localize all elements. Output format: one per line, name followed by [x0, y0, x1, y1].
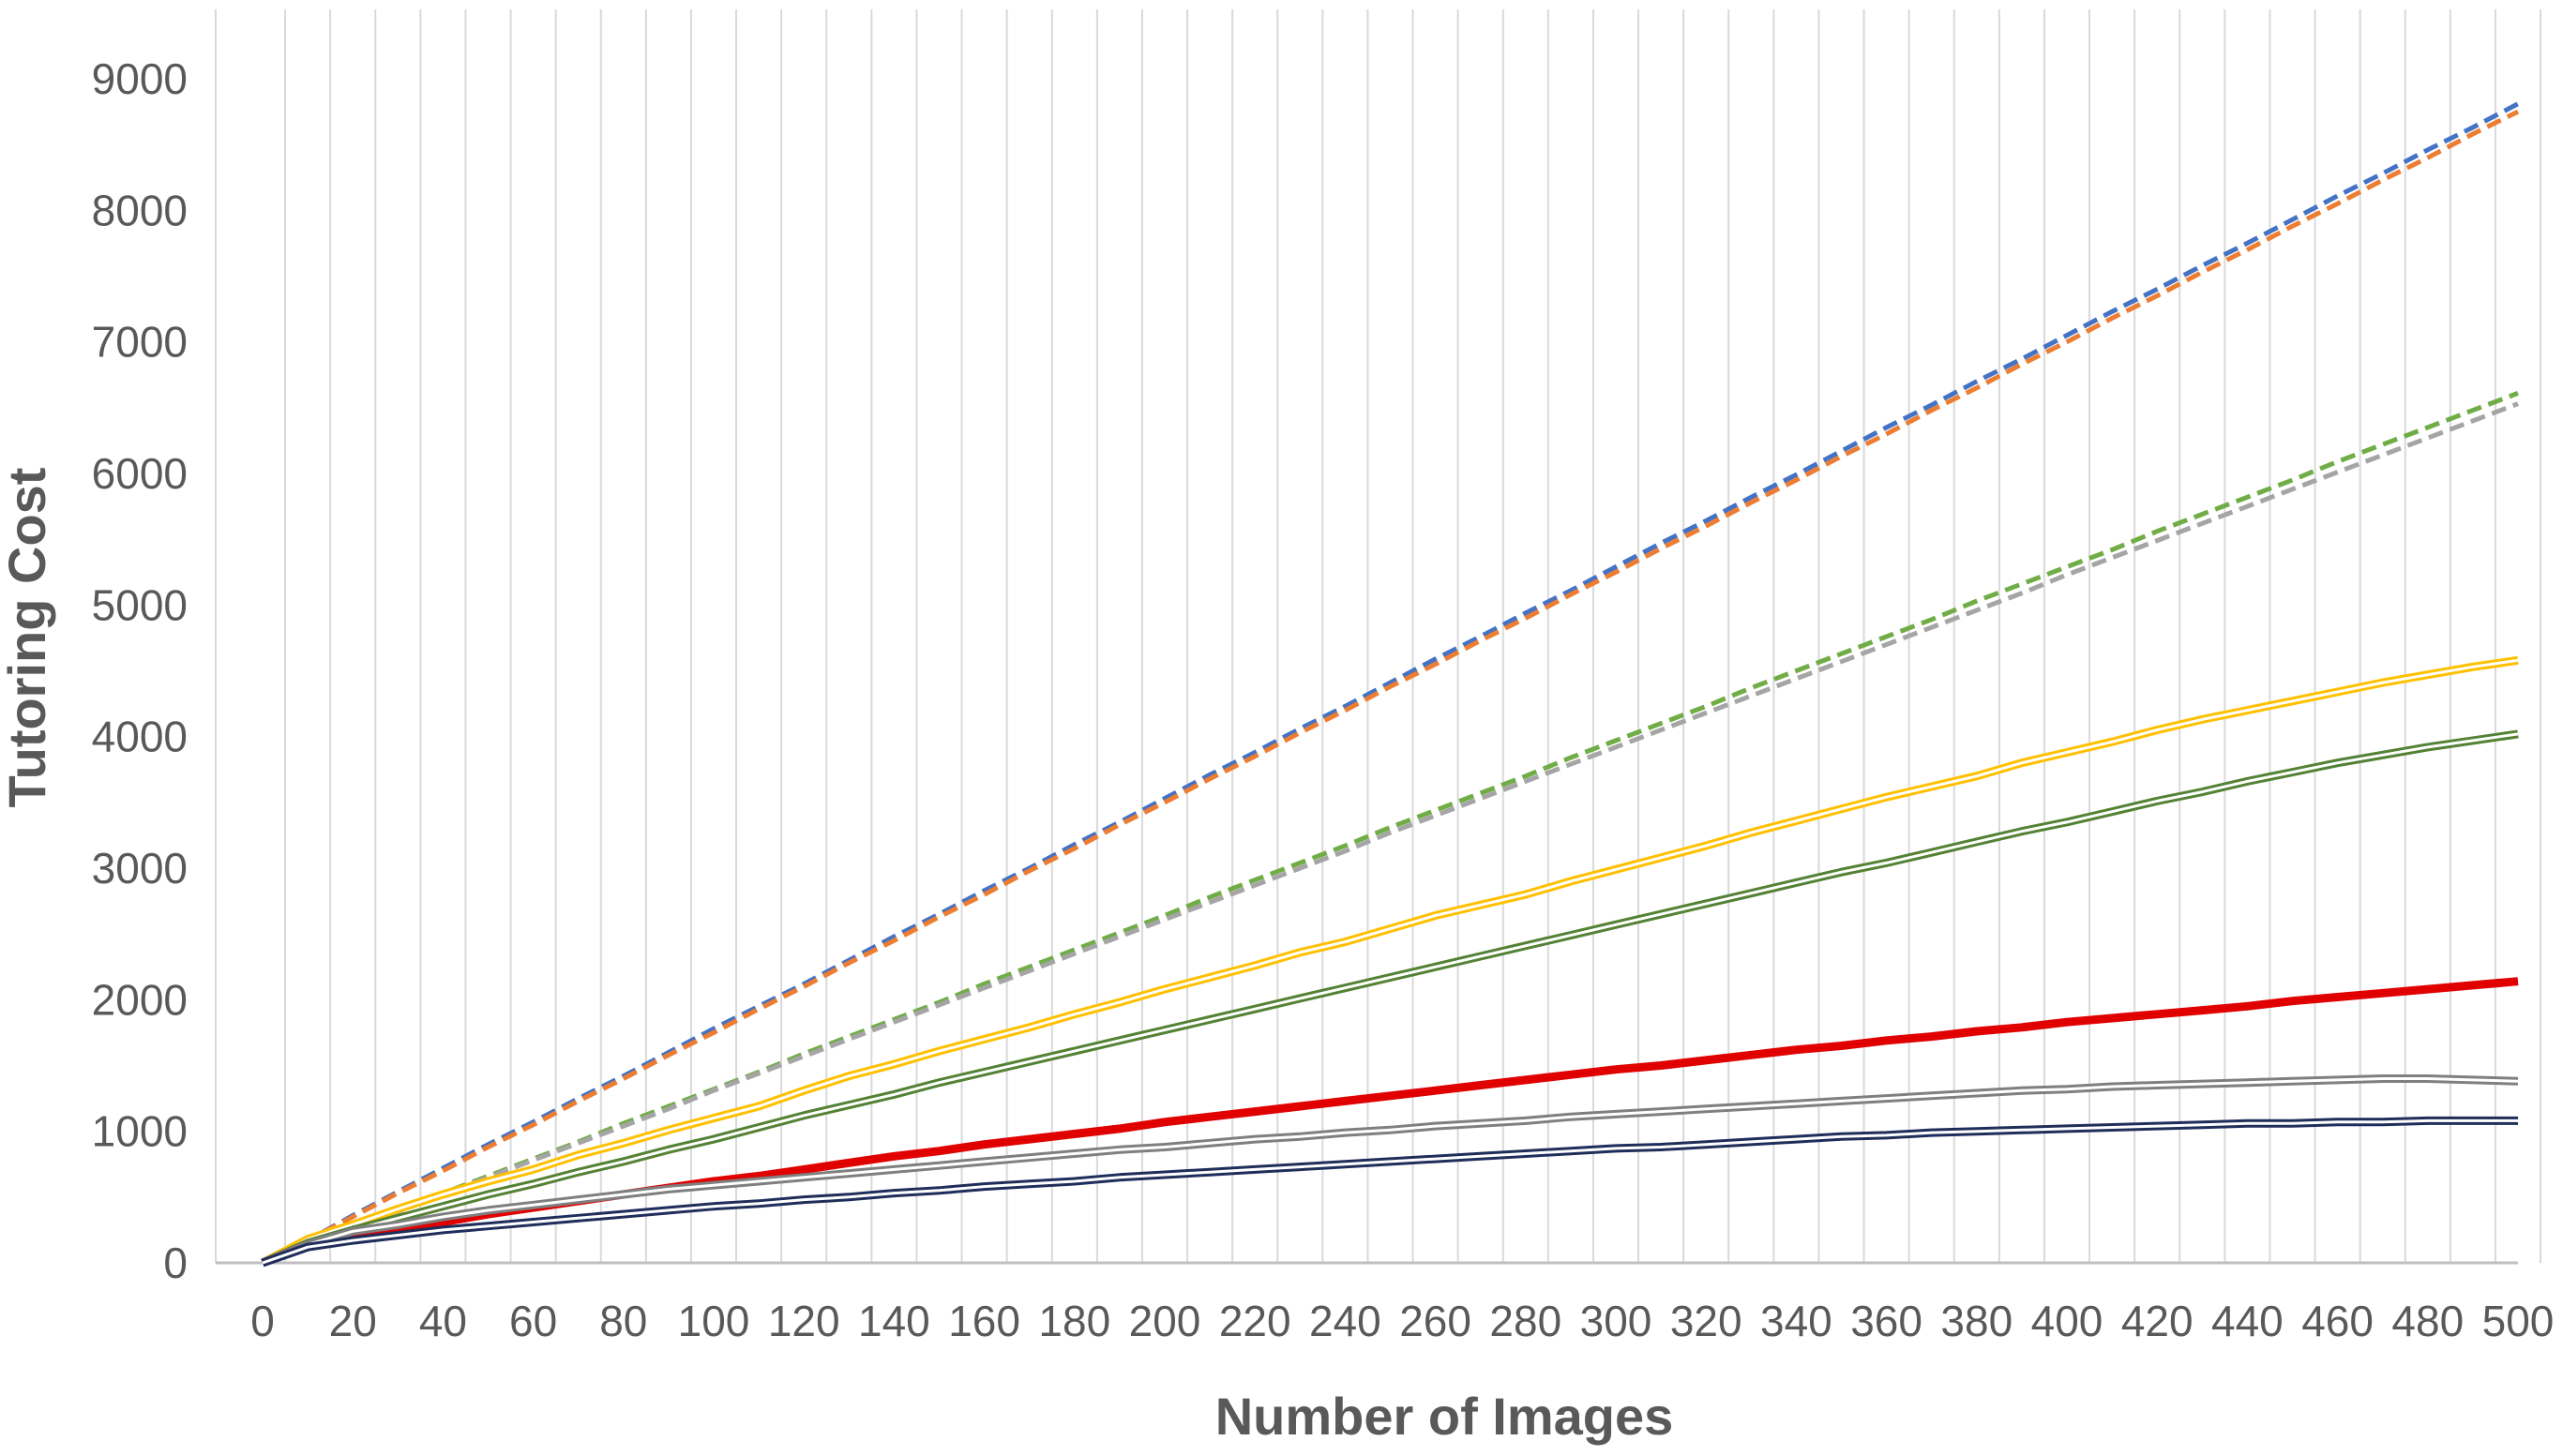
series-line-3	[262, 401, 2519, 1266]
x-tick-label: 0	[250, 1297, 275, 1345]
y-tick-label: 8000	[92, 186, 188, 234]
series-line-4-inner	[262, 658, 2519, 1265]
x-tick-label: 240	[1309, 1297, 1381, 1345]
x-tick-label: 40	[419, 1297, 467, 1345]
x-tick-label: 100	[678, 1297, 750, 1345]
x-tick-label: 280	[1489, 1297, 1561, 1345]
series-line-5-inner	[262, 732, 2519, 1265]
series-line-0	[261, 101, 2520, 1266]
y-tick-label: 6000	[92, 449, 188, 498]
x-tick-label: 220	[1219, 1297, 1291, 1345]
x-tick-label: 20	[329, 1297, 377, 1345]
vertical-gridlines	[215, 9, 2542, 1263]
series-line-1	[261, 109, 2520, 1266]
x-tick-label: 60	[509, 1297, 557, 1345]
x-tick-label: 120	[768, 1297, 840, 1345]
y-axis-title: Tutoring Cost	[0, 468, 56, 808]
y-tick-label: 4000	[92, 713, 188, 761]
x-tick-label: 160	[948, 1297, 1020, 1345]
y-tick-label: 5000	[92, 580, 188, 629]
series-line-8-inner	[262, 1118, 2518, 1265]
x-axis-title: Number of Images	[1215, 1387, 1674, 1446]
y-tick-label: 3000	[92, 844, 188, 893]
x-tick-label: 320	[1670, 1297, 1742, 1345]
x-tick-label: 480	[2391, 1297, 2464, 1345]
x-tick-label: 400	[2031, 1297, 2103, 1345]
x-tick-label: 380	[1940, 1297, 2013, 1345]
y-tick-label: 7000	[92, 318, 188, 367]
x-tick-label: 460	[2301, 1297, 2374, 1345]
x-tick-label: 140	[858, 1297, 930, 1345]
y-tick-labels: 0 1000 2000 3000 4000 5000 6000 7000 8000 9000	[92, 54, 188, 1287]
y-tick-label: 0	[163, 1238, 188, 1287]
y-tick-label: 9000	[92, 54, 188, 103]
y-tick-label: 1000	[92, 1107, 188, 1156]
series-line-2	[262, 391, 2519, 1266]
x-tick-label: 500	[2482, 1297, 2555, 1345]
series-lines	[260, 101, 2520, 1268]
x-tick-label: 200	[1129, 1297, 1201, 1345]
x-tick-label: 440	[2211, 1297, 2284, 1345]
series-line-7-inner	[262, 1077, 2519, 1265]
x-tick-labels: 0 20 40 60 80 100 120 140 160 180 200 220 240 260 280 3…	[250, 1297, 2554, 1345]
x-tick-label: 260	[1399, 1297, 1471, 1345]
x-tick-label: 80	[599, 1297, 647, 1345]
x-tick-label: 420	[2121, 1297, 2194, 1345]
x-tick-label: 180	[1038, 1297, 1110, 1345]
x-tick-label: 300	[1580, 1297, 1652, 1345]
x-tick-label: 360	[1850, 1297, 1922, 1345]
x-tick-label: 340	[1760, 1297, 1832, 1345]
y-tick-label: 2000	[92, 975, 188, 1024]
